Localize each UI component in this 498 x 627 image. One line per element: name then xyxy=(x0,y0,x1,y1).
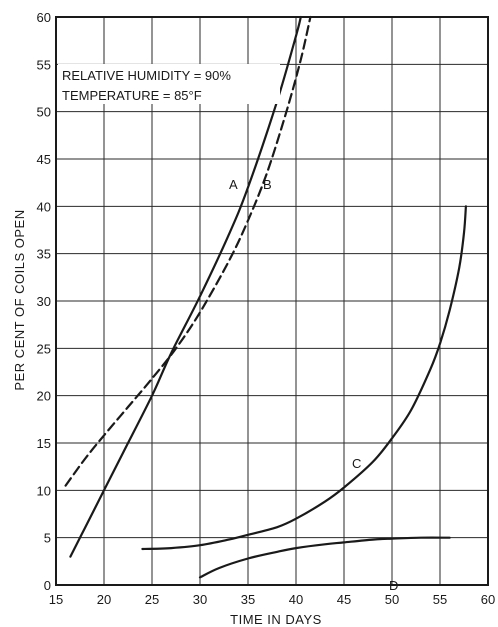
series-b-line xyxy=(64,15,312,487)
x-tick-label: 45 xyxy=(337,592,351,607)
x-tick-label: 35 xyxy=(241,592,255,607)
x-tick-labels: 15 20 25 30 35 40 45 50 55 60 xyxy=(49,592,495,607)
y-tick-label: 50 xyxy=(37,105,51,120)
x-tick-label: 55 xyxy=(433,592,447,607)
y-tick-label: 55 xyxy=(37,57,51,72)
x-tick-label: 30 xyxy=(193,592,207,607)
y-tick-label: 60 xyxy=(37,10,51,25)
series-c-line xyxy=(141,205,467,551)
x-axis-title: TIME IN DAYS xyxy=(230,612,322,627)
curve-label-d: D xyxy=(389,578,398,593)
x-tick-label: 50 xyxy=(385,592,399,607)
y-tick-label: 5 xyxy=(44,531,51,546)
annotation-humidity: RELATIVE HUMIDITY = 90% xyxy=(62,68,231,83)
y-axis-title: PER CENT OF COILS OPEN xyxy=(12,209,27,390)
y-tick-label: 30 xyxy=(37,294,51,309)
y-tick-label: 20 xyxy=(37,389,51,404)
series-d-line xyxy=(198,536,451,579)
y-tick-label: 10 xyxy=(37,483,51,498)
x-tick-label: 60 xyxy=(481,592,495,607)
y-tick-label: 40 xyxy=(37,199,51,214)
curve-label-a: A xyxy=(229,177,238,192)
x-tick-label: 15 xyxy=(49,592,63,607)
x-tick-label: 20 xyxy=(97,592,111,607)
y-tick-label: 35 xyxy=(37,247,51,262)
y-tick-label: 0 xyxy=(44,578,51,593)
y-tick-label: 45 xyxy=(37,152,51,167)
annotation-temperature: TEMPERATURE = 85°F xyxy=(62,88,202,103)
x-tick-label: 40 xyxy=(289,592,303,607)
plot-frame xyxy=(55,16,489,586)
x-tick-label: 25 xyxy=(145,592,159,607)
y-tick-label: 25 xyxy=(37,341,51,356)
annotation-background xyxy=(58,64,280,104)
y-tick-labels: 0 5 10 15 20 25 30 35 40 45 50 55 60 xyxy=(37,10,51,593)
curve-label-b: B xyxy=(263,177,272,192)
y-tick-label: 15 xyxy=(37,436,51,451)
curve-label-c: C xyxy=(352,456,361,471)
